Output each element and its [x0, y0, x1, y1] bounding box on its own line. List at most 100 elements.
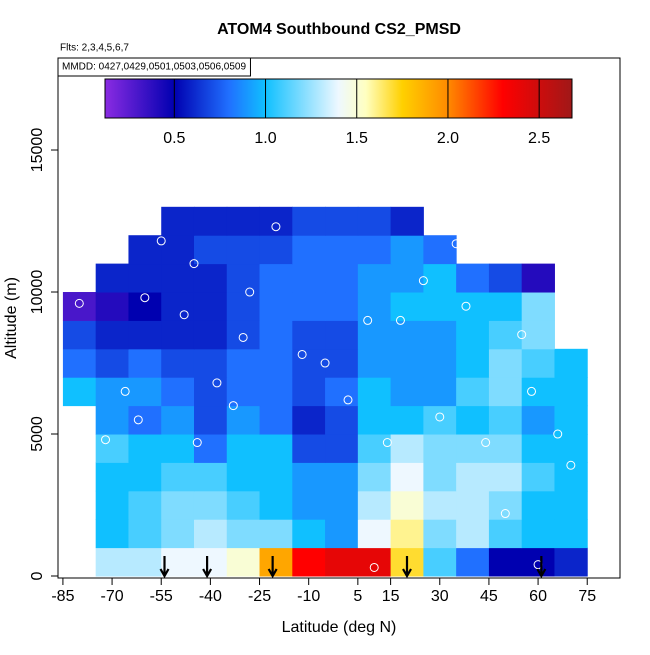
sample-point [382, 438, 392, 448]
heatmap-cell [423, 348, 457, 378]
heatmap-cell [292, 235, 326, 265]
heatmap-cell [423, 462, 457, 492]
heatmap-cell [325, 405, 359, 435]
heatmap-cell [456, 490, 490, 520]
sample-point [566, 460, 576, 470]
heatmap-cell [193, 206, 228, 236]
heatmap-cell [325, 519, 359, 549]
sample-point [461, 301, 471, 311]
heatmap-cell [128, 462, 162, 492]
sample-point [179, 310, 189, 320]
heatmap-cell [226, 547, 261, 577]
heatmap-cell [292, 292, 326, 321]
heatmap-cell [390, 405, 424, 435]
heatmap-cell [456, 519, 490, 549]
heatmap-cell [554, 519, 588, 549]
heatmap-cell [390, 377, 424, 407]
heatmap-cell [193, 547, 228, 577]
heatmap-cell [226, 235, 261, 265]
heatmap-cell [226, 405, 261, 435]
heatmap-cell [488, 348, 523, 378]
heatmap-cell [357, 206, 392, 236]
heatmap-cell [193, 434, 228, 463]
heatmap-cell [456, 462, 490, 492]
arrow [159, 556, 170, 579]
heatmap-cell [521, 434, 555, 463]
heatmap-cell [95, 320, 129, 350]
heatmap-cell [95, 263, 129, 293]
annotation-box [57, 57, 251, 77]
heatmap-cell [488, 547, 523, 577]
y-tick-label: 10000 [29, 270, 46, 315]
colorbar-tick-label: 1.5 [346, 130, 368, 147]
sample-point [320, 358, 330, 368]
heatmap-cell [259, 320, 293, 350]
colorbar [104, 78, 573, 119]
heatmap-cell [554, 434, 588, 463]
heatmap-cell [423, 263, 457, 293]
heatmap-cell [226, 519, 261, 549]
heatmap-cell [128, 405, 162, 435]
heatmap-cell [521, 320, 555, 350]
heatmap-cell [128, 348, 162, 378]
x-tick-label: -85 [51, 588, 74, 605]
heatmap-cell [226, 434, 261, 463]
heatmap-cell [292, 320, 326, 350]
heatmap-cell [357, 377, 392, 407]
heatmap-cell [292, 377, 326, 407]
heatmap-cell [259, 292, 293, 321]
heatmap-cell [292, 434, 326, 463]
heatmap-cell [259, 206, 293, 236]
heatmap [62, 206, 588, 577]
heatmap-cell [226, 292, 261, 321]
heatmap-cell [390, 235, 424, 265]
heatmap-cell [259, 519, 293, 549]
sample-point [156, 236, 166, 246]
x-tick-label: -55 [150, 588, 173, 605]
heatmap-cell [292, 206, 326, 236]
heatmap-cell [488, 462, 523, 492]
colorbar-tick-label: 2.5 [528, 130, 550, 147]
heatmap-cell [128, 263, 162, 293]
x-tick-label: -40 [199, 588, 222, 605]
heatmap-cell [390, 490, 424, 520]
heatmap-cell [357, 519, 392, 549]
heatmap-cell [128, 320, 162, 350]
heatmap-cell [95, 519, 129, 549]
heatmap-cell [226, 206, 261, 236]
sample-point [500, 509, 510, 519]
heatmap-cell [390, 434, 424, 463]
heatmap-cell [259, 263, 293, 293]
heatmap-cell [488, 405, 523, 435]
heatmap-cell [423, 490, 457, 520]
heatmap-cell [259, 462, 293, 492]
heatmap-cell [325, 292, 359, 321]
heatmap-cell [423, 519, 457, 549]
sample-point [133, 415, 143, 425]
heatmap-cell [488, 519, 523, 549]
x-tick-label: 15 [382, 588, 400, 605]
heatmap-cell [95, 292, 129, 321]
sample-point [192, 438, 202, 448]
heatmap-cell [292, 462, 326, 492]
sample-point [120, 386, 130, 396]
sample-point [451, 239, 461, 249]
heatmap-cell [193, 462, 228, 492]
heatmap-cell [423, 377, 457, 407]
x-tick-label: 75 [578, 588, 596, 605]
heatmap-cell [325, 462, 359, 492]
heatmap-cell [521, 405, 555, 435]
heatmap-cell [488, 434, 523, 463]
heatmap-cell [488, 490, 523, 520]
plot-frame [57, 57, 621, 579]
heatmap-cell [95, 490, 129, 520]
heatmap-cell [259, 547, 293, 577]
heatmap-cell [193, 377, 228, 407]
heatmap-cell [161, 292, 195, 321]
heatmap-cell [226, 348, 261, 378]
sample-point [140, 293, 150, 303]
heatmap-cell [128, 490, 162, 520]
heatmap-cell [128, 235, 162, 265]
heatmap-cell [325, 547, 359, 577]
heatmap-cell [161, 490, 195, 520]
